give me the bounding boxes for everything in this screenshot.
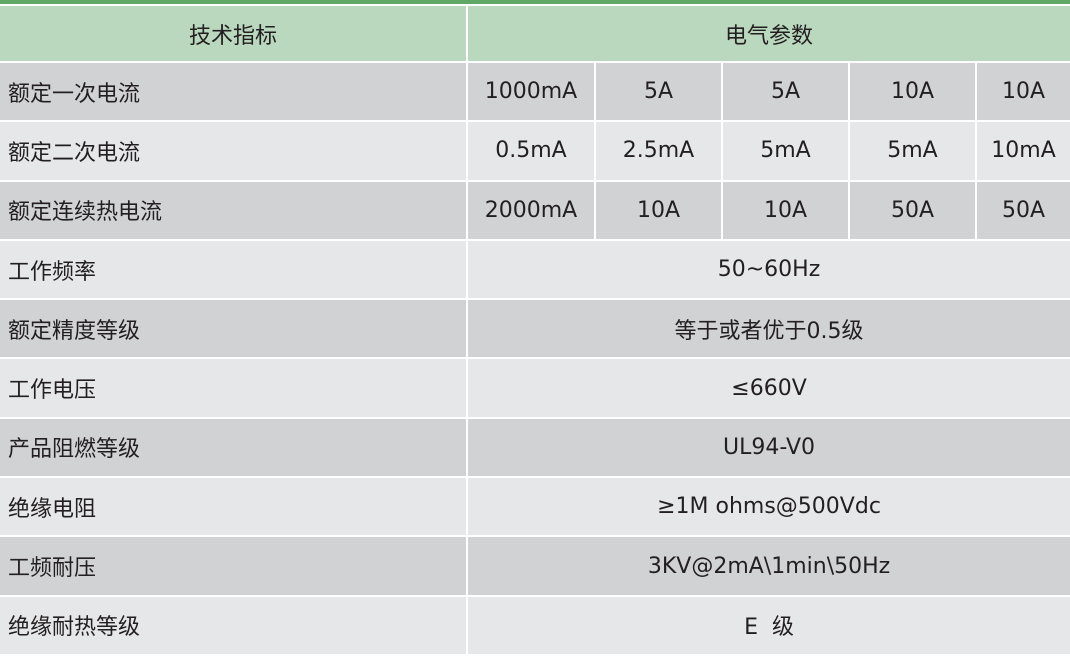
table-row: 工频耐压 3KV@2mA\1min\50Hz xyxy=(0,535,1070,597)
row-value: 50A xyxy=(974,179,1070,241)
row-value: ≤660V xyxy=(465,357,1070,419)
table-row: 产品阻燃等级 UL94-V0 xyxy=(0,416,1070,479)
row-label: 工频耐压 xyxy=(0,535,468,597)
table-row: 绝缘耐热等级 E 级 xyxy=(0,594,1070,656)
table-row: 额定一次电流 1000mA 5A 5A 10A 10A xyxy=(0,60,1070,123)
row-value: 3KV@2mA\1min\50Hz xyxy=(465,535,1070,597)
row-value: 5A xyxy=(594,60,723,123)
row-value: 10A xyxy=(848,60,977,123)
row-value: 50A xyxy=(848,179,977,241)
row-label: 工作频率 xyxy=(0,238,468,301)
row-value: 10mA xyxy=(974,120,1070,182)
row-value: 10A xyxy=(721,179,850,241)
row-value: 2000mA xyxy=(466,179,596,241)
header-electrical-params: 电气参数 xyxy=(465,4,1070,63)
row-value: E 级 xyxy=(465,594,1070,656)
table-row: 绝缘电阻 ≥1M ohms@500Vdc xyxy=(0,476,1070,538)
row-label: 额定连续热电流 xyxy=(0,179,468,241)
top-accent-bar xyxy=(0,0,1070,4)
row-value: 1000mA xyxy=(466,60,596,123)
row-label: 额定二次电流 xyxy=(0,120,468,182)
row-value: 50~60Hz xyxy=(465,238,1070,301)
row-label: 额定精度等级 xyxy=(0,298,468,360)
table-row: 额定精度等级 等于或者优于0.5级 xyxy=(0,298,1070,360)
row-value: 等于或者优于0.5级 xyxy=(465,298,1070,360)
row-value: 10A xyxy=(974,60,1070,123)
row-value: 5mA xyxy=(721,120,850,182)
row-value: 10A xyxy=(594,179,723,241)
row-value: UL94-V0 xyxy=(465,416,1070,479)
header-spec-item: 技术指标 xyxy=(0,4,468,63)
table-row: 工作频率 50~60Hz xyxy=(0,238,1070,301)
header-row: 技术指标 电气参数 xyxy=(0,4,1070,63)
row-label: 工作电压 xyxy=(0,357,468,419)
table-row: 额定二次电流 0.5mA 2.5mA 5mA 5mA 10mA xyxy=(0,120,1070,182)
row-value: 5mA xyxy=(848,120,977,182)
table-row: 额定连续热电流 2000mA 10A 10A 50A 50A xyxy=(0,179,1070,241)
row-value: 5A xyxy=(721,60,850,123)
table-row: 工作电压 ≤660V xyxy=(0,357,1070,419)
row-value: ≥1M ohms@500Vdc xyxy=(465,476,1070,538)
spec-table: 技术指标 电气参数 额定一次电流 1000mA 5A 5A 10A 10A 额定二次电流 0.… xyxy=(0,4,1070,656)
row-value: 0.5mA xyxy=(466,120,596,182)
row-label: 绝缘电阻 xyxy=(0,476,468,538)
row-label: 额定一次电流 xyxy=(0,60,468,123)
row-value: 2.5mA xyxy=(594,120,723,182)
row-label: 绝缘耐热等级 xyxy=(0,594,468,656)
row-label: 产品阻燃等级 xyxy=(0,416,468,479)
